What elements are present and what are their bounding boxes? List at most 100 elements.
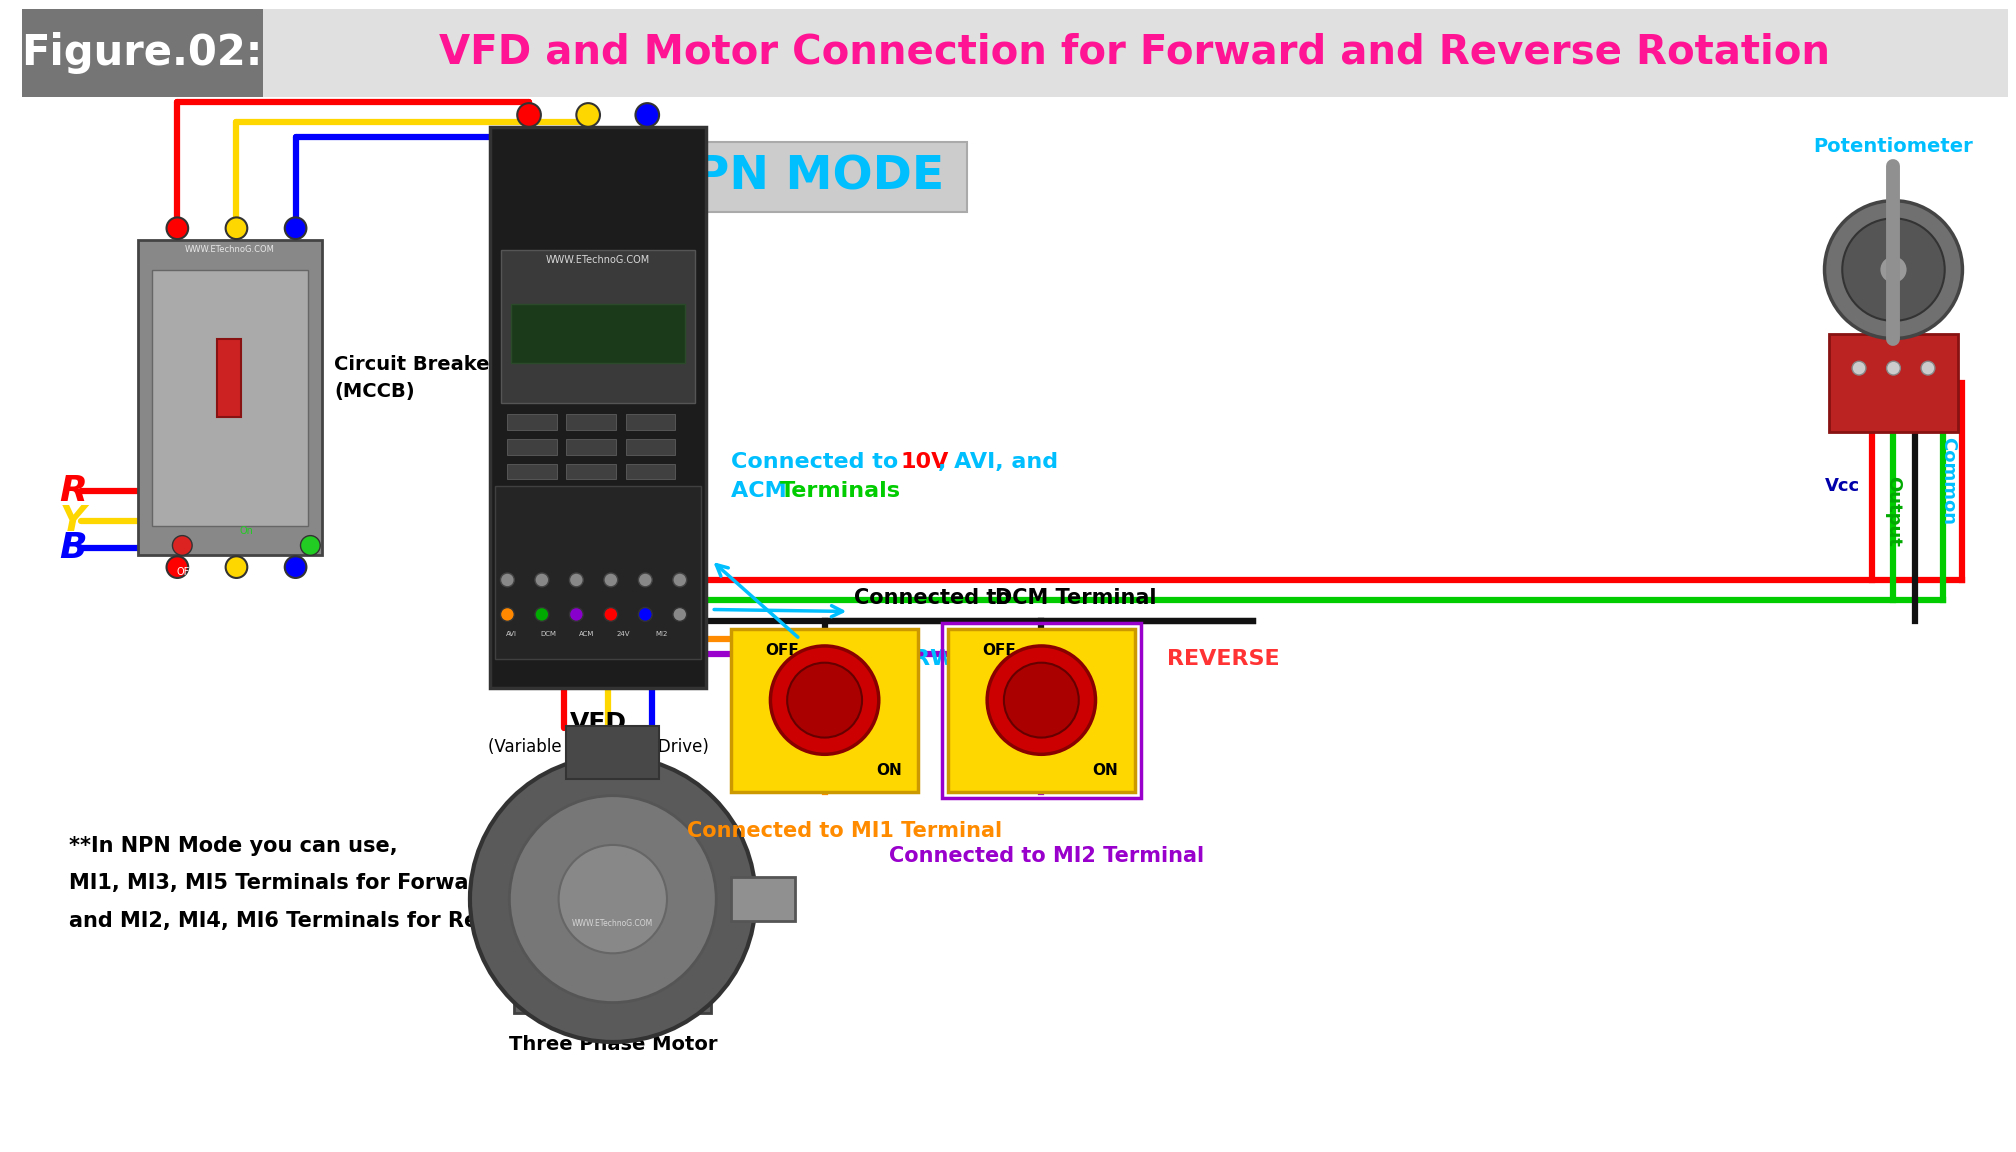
Circle shape	[673, 573, 687, 586]
Circle shape	[1824, 200, 1962, 339]
Circle shape	[639, 573, 653, 586]
Text: On: On	[240, 525, 254, 536]
Circle shape	[770, 646, 879, 755]
Bar	[494, 905, 732, 960]
Circle shape	[167, 556, 187, 578]
Bar	[941, 623, 1141, 797]
Text: Circuit Breaker
(MCCB): Circuit Breaker (MCCB)	[335, 355, 500, 401]
Text: NPN MODE: NPN MODE	[655, 154, 946, 199]
Circle shape	[1853, 362, 1867, 376]
Bar	[512, 304, 685, 363]
Circle shape	[558, 844, 667, 954]
Circle shape	[569, 607, 583, 621]
Bar	[625, 464, 675, 479]
Text: Three Phase Motor: Three Phase Motor	[508, 1036, 718, 1054]
Bar	[151, 270, 308, 525]
Bar	[508, 415, 556, 430]
Bar	[625, 415, 675, 430]
Bar	[633, 142, 968, 212]
Text: Connected to: Connected to	[732, 452, 905, 471]
Text: Y: Y	[60, 503, 87, 538]
Bar	[218, 339, 242, 417]
Text: AVI: AVI	[506, 631, 516, 637]
Bar	[1829, 334, 1958, 432]
Circle shape	[673, 607, 687, 621]
Bar	[732, 878, 794, 920]
Text: DCM Terminal: DCM Terminal	[996, 588, 1157, 607]
Bar	[514, 969, 712, 1014]
Circle shape	[510, 796, 716, 1002]
Text: Potentiometer: Potentiometer	[1814, 137, 1974, 156]
Text: VFD and Motor Connection for Forward and Reverse Rotation: VFD and Motor Connection for Forward and…	[439, 33, 1831, 73]
Circle shape	[284, 556, 306, 578]
Circle shape	[534, 607, 548, 621]
Text: ON: ON	[875, 763, 901, 778]
Circle shape	[988, 646, 1095, 755]
Text: OFF: OFF	[766, 643, 798, 659]
Circle shape	[635, 104, 659, 127]
Circle shape	[639, 607, 653, 621]
Bar	[948, 629, 1135, 791]
Bar	[566, 415, 615, 430]
Bar	[502, 250, 696, 402]
Bar	[494, 486, 702, 659]
Circle shape	[518, 104, 540, 127]
Text: VFD: VFD	[569, 711, 627, 735]
Circle shape	[1921, 362, 1935, 376]
Text: B: B	[58, 531, 87, 566]
Circle shape	[1004, 662, 1079, 737]
Circle shape	[1843, 219, 1945, 321]
Circle shape	[605, 573, 617, 586]
Text: ON: ON	[1093, 763, 1119, 778]
Bar	[508, 464, 556, 479]
Text: and MI2, MI4, MI6 Terminals for Reverse Rotation**: and MI2, MI4, MI6 Terminals for Reverse …	[69, 911, 673, 931]
Text: Common: Common	[1939, 438, 1958, 525]
Text: Connected to MI2 Terminal: Connected to MI2 Terminal	[889, 846, 1204, 866]
Text: Figure.02:: Figure.02:	[22, 32, 262, 74]
Text: Terminals: Terminals	[780, 482, 901, 501]
Text: WWW.ETechnoG.COM: WWW.ETechnoG.COM	[546, 255, 649, 265]
Text: **In NPN Mode you can use,: **In NPN Mode you can use,	[69, 836, 397, 856]
Text: ACM: ACM	[579, 631, 595, 637]
Text: WWW.ETechnoG.COM: WWW.ETechnoG.COM	[573, 919, 653, 929]
Circle shape	[173, 536, 192, 555]
Circle shape	[534, 573, 548, 586]
Text: (Variable Frequency Drive): (Variable Frequency Drive)	[488, 738, 708, 757]
Circle shape	[786, 662, 863, 737]
Circle shape	[226, 218, 248, 240]
Text: OFF: OFF	[177, 567, 196, 577]
Text: Output: Output	[1885, 476, 1903, 546]
Circle shape	[1879, 256, 1907, 283]
Text: Connected to MI1 Terminal: Connected to MI1 Terminal	[687, 821, 1002, 841]
Text: FORWARD: FORWARD	[879, 649, 1006, 669]
Circle shape	[226, 556, 248, 578]
Text: OFF: OFF	[982, 643, 1016, 659]
Circle shape	[500, 607, 514, 621]
Text: DCM: DCM	[540, 631, 556, 637]
Bar	[490, 127, 706, 688]
Bar	[732, 629, 917, 791]
Bar	[508, 439, 556, 455]
Bar	[566, 439, 615, 455]
Bar	[625, 439, 675, 455]
Text: WWW.ETechnoG.COM: WWW.ETechnoG.COM	[185, 245, 274, 255]
Text: R: R	[58, 475, 87, 508]
Bar	[22, 8, 2008, 97]
Circle shape	[167, 218, 187, 240]
Circle shape	[470, 756, 756, 1041]
Circle shape	[605, 607, 617, 621]
Text: 24V: 24V	[617, 631, 631, 637]
Text: MI1, MI3, MI5 Terminals for Forward Rotation: MI1, MI3, MI5 Terminals for Forward Rota…	[69, 873, 601, 893]
FancyBboxPatch shape	[566, 726, 659, 779]
Circle shape	[577, 104, 601, 127]
Bar	[22, 8, 262, 97]
Text: MI2: MI2	[655, 631, 667, 637]
Circle shape	[300, 536, 321, 555]
Circle shape	[284, 218, 306, 240]
Text: Connected to: Connected to	[855, 588, 1010, 607]
Circle shape	[1887, 362, 1901, 376]
Text: 10V: 10V	[901, 452, 950, 471]
Bar	[566, 464, 615, 479]
Text: Vcc: Vcc	[1824, 477, 1861, 495]
Text: REVERSE: REVERSE	[1167, 649, 1280, 669]
